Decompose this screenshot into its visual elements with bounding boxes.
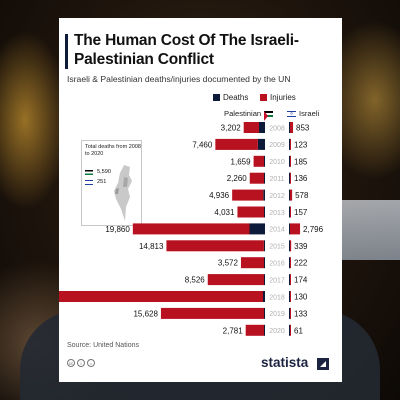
palestinian-injuries-bar-2013	[237, 207, 264, 218]
cc-icon: cc	[67, 359, 75, 367]
palestinian-injuries-bar-2014	[133, 223, 250, 234]
palestinian-injuries-bar-2016	[241, 257, 264, 268]
palestinian-injuries-bar-2011	[250, 173, 264, 184]
palestinian-deaths-bar-2012	[263, 190, 265, 201]
palestinian-deaths-bar-2018	[263, 291, 265, 302]
palestinian-total-label-2015: 14,813	[139, 242, 164, 251]
palestinian-injuries-bar-2020	[246, 325, 264, 336]
israeli-deaths-bar-2008	[289, 122, 290, 133]
palestinian-deaths-bar-2011	[264, 173, 265, 184]
year-label-2016: 2016	[269, 261, 285, 268]
chart-plot-area: 3,202 2008 853 7,460 2009 123 1,659 2010 185 2,26…	[59, 18, 342, 382]
palestinian-injuries-bar-2017	[208, 274, 264, 285]
israeli-total-label-2020: 61	[294, 326, 303, 335]
year-label-2015: 2015	[269, 244, 285, 251]
palestinian-deaths-bar-2013	[264, 207, 265, 218]
israeli-injuries-bar-2008	[290, 122, 293, 133]
israeli-injuries-bar-2009	[290, 139, 291, 150]
palestinian-deaths-bar-2009	[258, 139, 265, 150]
year-label-2020: 2020	[269, 328, 285, 335]
israeli-injuries-bar-2019	[290, 308, 291, 319]
year-label-2019: 2019	[269, 311, 285, 318]
israeli-injuries-bar-2017	[290, 274, 291, 285]
israeli-total-label-2018: 130	[294, 293, 308, 302]
israeli-deaths-bar-2017	[289, 274, 290, 285]
equals-icon: =	[87, 359, 95, 367]
palestinian-deaths-bar-2016	[264, 257, 265, 268]
year-label-2008: 2008	[269, 125, 285, 132]
statista-logo: statista	[261, 355, 308, 370]
israeli-deaths-bar-2015	[289, 240, 290, 251]
license-icons: cc i =	[67, 359, 95, 367]
palestinian-injuries-bar-2010	[254, 156, 264, 167]
palestinian-total-label-2020: 2,781	[223, 326, 244, 335]
palestinian-injuries-bar-2008	[244, 122, 259, 133]
year-label-2009: 2009	[269, 142, 285, 149]
israeli-total-label-2015: 339	[294, 242, 308, 251]
israeli-deaths-bar-2009	[289, 139, 290, 150]
israeli-deaths-bar-2011	[289, 173, 290, 184]
israeli-deaths-bar-2012	[289, 190, 290, 201]
israeli-deaths-bar-2016	[289, 257, 290, 268]
israeli-injuries-bar-2016	[290, 257, 291, 268]
israeli-injuries-bar-2020	[290, 325, 291, 336]
israeli-injuries-bar-2018	[290, 291, 291, 302]
palestinian-deaths-bar-2014	[249, 223, 265, 234]
year-label-2010: 2010	[269, 159, 285, 166]
palestinian-total-label-2016: 3,572	[218, 259, 239, 268]
year-label-2014: 2014	[269, 227, 285, 234]
israeli-injuries-bar-2013	[290, 207, 291, 218]
year-label-2012: 2012	[269, 193, 285, 200]
attribution-icon: i	[77, 359, 85, 367]
palestinian-total-label-2010: 1,659	[231, 157, 252, 166]
israeli-total-label-2017: 174	[294, 276, 308, 285]
israeli-total-label-2019: 133	[294, 309, 308, 318]
israeli-injuries-bar-2014	[290, 223, 300, 234]
statista-logo-icon	[317, 358, 329, 370]
israeli-deaths-bar-2014	[289, 223, 290, 234]
palestinian-total-label-2017: 8,526	[185, 276, 206, 285]
israeli-deaths-bar-2018	[289, 291, 290, 302]
palestinian-deaths-bar-2015	[264, 240, 265, 251]
palestinian-total-label-2009: 7,460	[192, 140, 213, 149]
palestinian-total-label-2012: 4,936	[209, 191, 230, 200]
palestinian-injuries-bar-2015	[166, 240, 263, 251]
israeli-total-label-2012: 578	[295, 191, 309, 200]
year-label-2011: 2011	[269, 176, 284, 183]
palestinian-deaths-bar-2017	[264, 274, 265, 285]
year-label-2018: 2018	[269, 294, 285, 301]
palestinian-injuries-bar-2009	[215, 139, 258, 150]
israeli-total-label-2016: 222	[294, 259, 308, 268]
israeli-deaths-bar-2013	[289, 207, 290, 218]
palestinian-total-label-2019: 15,628	[133, 309, 158, 318]
palestinian-deaths-bar-2010	[264, 156, 265, 167]
israeli-total-label-2010: 185	[294, 157, 308, 166]
palestinian-deaths-bar-2008	[259, 122, 265, 133]
palestinian-total-label-2011: 2,260	[227, 174, 248, 183]
israeli-total-label-2009: 123	[294, 140, 308, 149]
palestinian-total-label-2013: 4,031	[214, 208, 235, 217]
year-label-2017: 2017	[269, 277, 285, 284]
palestinian-deaths-bar-2020	[264, 325, 265, 336]
israeli-total-label-2014: 2,796	[303, 225, 324, 234]
israeli-total-label-2008: 853	[296, 124, 310, 133]
palestinian-injuries-bar-2018	[59, 291, 263, 302]
israeli-total-label-2011: 136	[294, 174, 308, 183]
infographic-card: The Human Cost Of The Israeli-Palestinia…	[59, 18, 342, 382]
israeli-total-label-2013: 157	[294, 208, 308, 217]
palestinian-injuries-bar-2012	[232, 190, 263, 201]
palestinian-total-label-2014: 19,860	[105, 225, 130, 234]
israeli-injuries-bar-2012	[290, 190, 292, 201]
year-label-2013: 2013	[269, 210, 285, 217]
israeli-deaths-bar-2020	[289, 325, 290, 336]
israeli-injuries-bar-2011	[290, 173, 291, 184]
palestinian-deaths-bar-2019	[264, 308, 265, 319]
palestinian-injuries-bar-2019	[161, 308, 264, 319]
israeli-deaths-bar-2010	[289, 156, 290, 167]
israeli-injuries-bar-2010	[290, 156, 291, 167]
israeli-deaths-bar-2019	[289, 308, 290, 319]
source-note: Source: United Nations	[67, 342, 139, 349]
israeli-injuries-bar-2015	[290, 240, 291, 251]
palestinian-total-label-2008: 3,202	[221, 124, 242, 133]
